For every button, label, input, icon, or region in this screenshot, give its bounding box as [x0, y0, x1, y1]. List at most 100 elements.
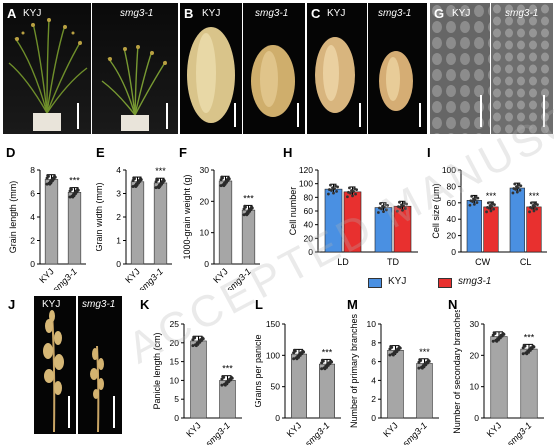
y-tick-label: 0: [371, 413, 376, 423]
label-smg3: smg3-1: [82, 299, 116, 310]
data-point: [388, 353, 392, 357]
data-point: [492, 207, 495, 211]
y-tick-label: 20: [200, 196, 210, 206]
data-point: [330, 189, 333, 192]
data-point: [513, 182, 517, 186]
y-tick-label: 0: [451, 247, 456, 257]
y-tick-label: 8: [371, 338, 376, 348]
y-tick-label: 0: [30, 259, 35, 269]
data-point: [131, 178, 135, 182]
y-tick-label: 100: [442, 165, 456, 175]
panel-label-n: N: [448, 297, 458, 312]
data-point: [332, 191, 335, 195]
data-point: [323, 367, 327, 371]
significance-label: ***: [486, 191, 497, 201]
y-axis-label: 1000-grain weight (g): [182, 174, 192, 259]
y-tick-label: 20: [170, 338, 180, 348]
bar: [490, 336, 508, 419]
y-tick-label: 4: [116, 165, 121, 175]
data-point: [489, 209, 493, 213]
label-kyj: KYJ: [23, 8, 42, 19]
x-tick-label: smg3-1: [225, 266, 253, 290]
label-smg3: smg3-1: [255, 8, 289, 19]
y-tick-label: 0: [116, 259, 121, 269]
chart-cell-number: 0 20 40 60 80 100 120 Cell number LD TD: [288, 165, 418, 267]
bar: [319, 363, 336, 419]
data-point: [404, 207, 407, 210]
y-tick-label: 0: [174, 413, 179, 423]
significance-label: ***: [69, 176, 80, 186]
data-point: [530, 206, 534, 210]
significance-label: ***: [529, 191, 540, 201]
data-point: [245, 213, 249, 217]
y-axis-label: Grain length (mm): [8, 181, 18, 254]
data-point: [472, 202, 476, 206]
data-point: [134, 184, 138, 188]
panel-label-e: E: [96, 145, 105, 160]
data-point: [320, 367, 324, 371]
label-kyj: KYJ: [42, 299, 61, 310]
panicle-kyj-image: [43, 310, 70, 433]
y-axis-label: Cell size (μm): [431, 183, 441, 238]
data-point: [468, 203, 472, 207]
data-point: [529, 201, 533, 205]
photo-panicle-smg3: smg3-1: [77, 295, 123, 435]
chart-grain-length: 0 2 4 6 8 Grain length (mm) KYJ *** smg3-1: [8, 165, 86, 290]
y-tick-label: 2: [371, 394, 376, 404]
legend-swatch-smg3: [438, 278, 452, 288]
data-point: [398, 200, 401, 204]
data-point: [533, 205, 537, 208]
data-point: [476, 196, 480, 200]
data-point: [470, 194, 474, 198]
bar: [153, 182, 168, 265]
y-tick-label: 40: [447, 214, 457, 224]
label-kyj: KYJ: [202, 8, 221, 19]
panel-label-c: C: [311, 6, 321, 21]
data-point: [518, 188, 522, 192]
panel-label-a: A: [7, 6, 17, 21]
bar: [44, 179, 59, 265]
bar: [520, 348, 538, 419]
x-tick-label: KYJ: [37, 266, 56, 285]
y-tick-label: 120: [299, 165, 313, 175]
photo-grain-husk-kyj: B KYJ: [179, 2, 243, 135]
x-tick-label: KYJ: [485, 420, 504, 439]
data-point: [154, 180, 158, 184]
y-tick-label: 30: [200, 165, 210, 175]
significance-label: ***: [243, 193, 254, 203]
data-point: [487, 206, 491, 210]
data-point: [68, 189, 72, 193]
data-point: [516, 186, 520, 189]
data-point: [48, 182, 52, 186]
y-tick-label: 2: [30, 236, 35, 246]
data-point: [396, 209, 399, 213]
data-point: [525, 352, 529, 356]
data-point: [333, 187, 336, 191]
data-point: [377, 211, 380, 214]
data-point: [399, 206, 402, 209]
data-point: [386, 203, 389, 207]
data-point: [402, 204, 405, 208]
rice-plant-smg3-image: [101, 44, 168, 131]
significance-label: ***: [524, 332, 535, 342]
data-point: [379, 202, 382, 205]
y-axis-label: Number of secondary branches: [452, 310, 462, 434]
photo-sem-smg3: smg3-1: [490, 2, 554, 135]
data-point: [351, 194, 354, 198]
y-axis-label: Number of primary branches: [349, 313, 359, 428]
data-point: [514, 187, 517, 191]
legend-label-kyj: KYJ: [388, 276, 407, 287]
legend-label-smg3: smg3-1: [458, 276, 492, 287]
y-tick-label: 150: [266, 319, 280, 329]
y-tick-label: 40: [304, 220, 314, 230]
data-point: [222, 184, 226, 188]
x-tick-label: KYJ: [285, 420, 304, 439]
x-tick-label: smg3-1: [137, 266, 165, 290]
bar: [526, 206, 542, 253]
bar: [67, 192, 82, 265]
data-point: [532, 209, 536, 213]
x-tick-label: smg3-1: [401, 420, 429, 445]
data-point: [536, 203, 539, 207]
x-tick-label: KYJ: [211, 266, 230, 285]
